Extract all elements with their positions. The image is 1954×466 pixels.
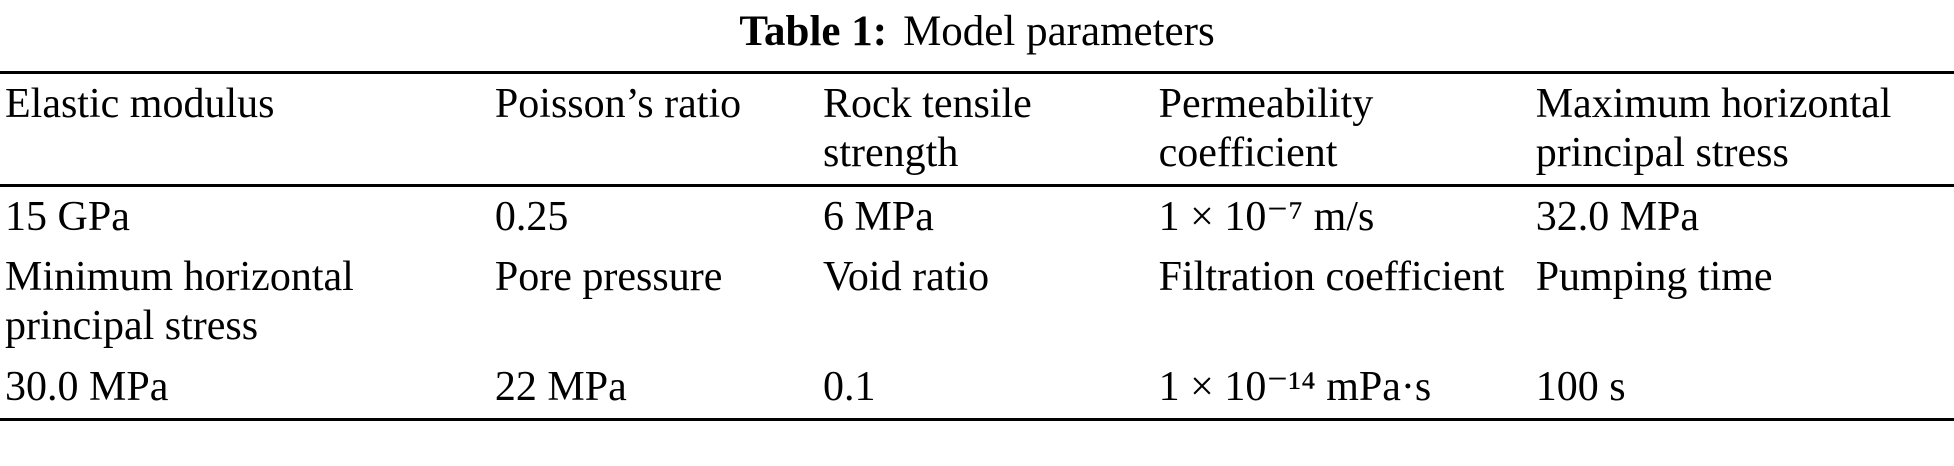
value-cell-max-horizontal-stress: 32.0 MPa <box>1535 193 1700 240</box>
param-cell-pore-pressure: Pore pressure <box>494 254 723 301</box>
value-cell-void-ratio: 0.1 <box>823 363 876 410</box>
value-cell-elastic-modulus: 15 GPa <box>5 193 130 240</box>
param-cell-min-horizontal-stress: Minimum horizontal principal stress <box>5 254 354 350</box>
table-row: Elastic modulus Poisson’s ratio Rock ten… <box>0 72 1954 187</box>
table-caption-label: Table 1: <box>739 8 888 55</box>
value-cell-poissons-ratio: 0.25 <box>494 193 569 240</box>
param-cell-rock-tensile-strength: Rock tensile strength <box>823 72 1159 187</box>
value-cell-permeability-coefficient: 1 × 10⁻⁷ m/s <box>1158 193 1375 240</box>
param-cell-poissons-ratio: Poisson’s ratio <box>494 72 824 187</box>
param-cell-permeability-coefficient: Permeability coefficient <box>1158 72 1536 187</box>
value-cell-pore-pressure: 22 MPa <box>494 363 627 410</box>
table-caption: Table 1: Model parameters <box>0 8 1954 55</box>
table-row: 15 GPa 0.25 6 MPa 1 × 10⁻⁷ m/s 32.0 MPa <box>0 185 1954 247</box>
param-cell-filtration-coefficient: Filtration coefficient <box>1158 254 1505 301</box>
table-row: Minimum horizontal principal stress Pore… <box>0 247 1954 356</box>
table-caption-title: Model parameters <box>903 8 1215 55</box>
table-row: 30.0 MPa 22 MPa 0.1 1 × 10⁻¹⁴ mPa·s 100 … <box>0 357 1954 419</box>
param-cell-elastic-modulus: Elastic modulus <box>0 72 495 187</box>
param-cell-max-horizontal-stress: Maximum horizontal principal stress <box>1535 72 1954 187</box>
value-cell-min-horizontal-stress: 30.0 MPa <box>5 363 169 410</box>
parameters-table: Elastic modulus Poisson’s ratio Rock ten… <box>0 71 1954 421</box>
value-cell-pumping-time: 100 s <box>1535 363 1626 410</box>
value-cell-rock-tensile-strength: 6 MPa <box>823 193 934 240</box>
table-figure: Table 1: Model parameters Elastic modulus… <box>0 8 1954 421</box>
param-cell-void-ratio: Void ratio <box>823 254 990 301</box>
value-cell-filtration-coefficient: 1 × 10⁻¹⁴ mPa·s <box>1158 363 1432 410</box>
param-cell-pumping-time: Pumping time <box>1535 254 1773 301</box>
